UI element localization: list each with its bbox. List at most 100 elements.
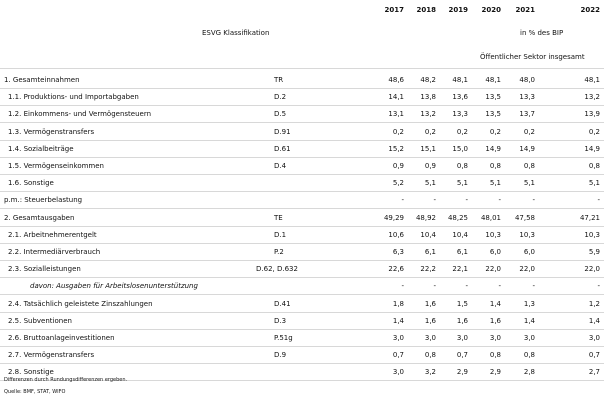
cell-value: 1,4 bbox=[392, 316, 404, 325]
cell-value: 0,7 bbox=[456, 351, 468, 360]
row-label: 1.3. Vermögenstransfers bbox=[8, 127, 95, 136]
cell-value: 1,3 bbox=[523, 299, 535, 308]
year-header: 2022 bbox=[580, 6, 600, 14]
row-code: D.9 bbox=[274, 351, 287, 360]
cell-value: - bbox=[401, 282, 404, 291]
cell-value: 1,6 bbox=[424, 316, 436, 325]
row-rule bbox=[0, 156, 604, 158]
row-rule bbox=[0, 191, 604, 193]
cell-value: 22,0 bbox=[584, 265, 600, 274]
cell-value: 5,1 bbox=[424, 179, 436, 188]
cell-value: 6,0 bbox=[489, 248, 501, 256]
cell-value: 10,4 bbox=[420, 230, 436, 239]
year-header: 2021 bbox=[515, 6, 535, 14]
cell-value: 10,3 bbox=[519, 230, 535, 239]
row-code: D.41 bbox=[274, 299, 291, 308]
cell-value: - bbox=[597, 196, 600, 205]
cell-value: - bbox=[498, 196, 501, 205]
row-label: 2.7. Vermögenstransfers bbox=[8, 351, 95, 360]
cell-value: 2,9 bbox=[489, 368, 501, 377]
row-label: davon: Ausgaben für Arbeitslosenunterstü… bbox=[30, 282, 198, 291]
cell-value: - bbox=[465, 282, 468, 291]
row-code: D.91 bbox=[274, 127, 291, 136]
year-header: 2019 bbox=[448, 6, 468, 14]
cell-value: 13,2 bbox=[584, 93, 600, 102]
cell-value: 0,2 bbox=[424, 127, 436, 136]
row-rule bbox=[0, 225, 604, 227]
row-rule bbox=[0, 328, 604, 330]
cell-value: 0,8 bbox=[523, 351, 535, 360]
cell-value: 48,1 bbox=[584, 76, 600, 84]
row-rule bbox=[0, 174, 604, 175]
footnote: Quelle: BMF, STAT, WIFO bbox=[4, 389, 66, 395]
cell-value: 14,9 bbox=[485, 144, 501, 153]
classification-header: ESVG Klassifikation bbox=[202, 29, 270, 37]
row-label: 2.3. Sozialleistungen bbox=[8, 265, 81, 274]
cell-value: 48,0 bbox=[519, 76, 535, 84]
cell-value: 48,1 bbox=[452, 76, 468, 84]
cell-value: 48,6 bbox=[388, 76, 404, 84]
cell-value: 2,8 bbox=[523, 368, 535, 377]
cell-value: 0,2 bbox=[489, 127, 501, 136]
row-rule bbox=[0, 242, 604, 244]
cell-value: 13,9 bbox=[584, 110, 600, 119]
cell-value: 13,2 bbox=[420, 110, 436, 119]
row-rule bbox=[0, 88, 604, 89]
cell-value: 5,1 bbox=[489, 179, 501, 188]
row-code: P.51g bbox=[274, 334, 293, 342]
cell-value: 0,8 bbox=[523, 162, 535, 170]
row-label: 2.4. Tatsächlich geleistete Zinszahlunge… bbox=[8, 299, 153, 308]
cell-value: 1,4 bbox=[588, 316, 600, 325]
row-code: P.2 bbox=[274, 248, 284, 256]
year-header: 2020 bbox=[481, 6, 501, 14]
row-code: TR bbox=[274, 76, 284, 84]
cell-value: 1,6 bbox=[456, 316, 468, 325]
cell-value: 2,9 bbox=[456, 368, 468, 377]
cell-value: 1,2 bbox=[588, 299, 600, 308]
row-label: 2. Gesamtausgaben bbox=[4, 213, 75, 222]
cell-value: 47,21 bbox=[579, 213, 600, 222]
header-rule bbox=[0, 68, 604, 69]
cell-value: 0,9 bbox=[424, 162, 436, 170]
cell-value: 1,6 bbox=[489, 316, 501, 325]
cell-value: - bbox=[401, 196, 404, 205]
cell-value: 5,1 bbox=[523, 179, 535, 188]
cell-value: 1,8 bbox=[392, 299, 404, 308]
row-rule bbox=[0, 363, 604, 365]
cell-value: 0,2 bbox=[456, 127, 468, 136]
cell-value: 5,2 bbox=[392, 179, 404, 188]
cell-value: 0,7 bbox=[588, 351, 600, 360]
row-label: 1.4. Sozialbeiträge bbox=[8, 144, 74, 153]
cell-value: - bbox=[433, 196, 436, 205]
row-rule bbox=[0, 122, 604, 124]
row-label: 2.8. Sonstige bbox=[8, 368, 54, 377]
row-label: 2.6. Bruttoanlageinvestitionen bbox=[8, 334, 115, 342]
cell-value: 5,9 bbox=[588, 248, 600, 256]
unit-header: in % des BIP bbox=[520, 29, 564, 37]
cell-value: 0,2 bbox=[588, 127, 600, 136]
cell-value: 6,1 bbox=[424, 248, 436, 256]
row-rule bbox=[0, 208, 604, 210]
cell-value: 14,9 bbox=[519, 144, 535, 153]
cell-value: 15,1 bbox=[420, 144, 436, 153]
cell-value: 6,3 bbox=[392, 248, 404, 256]
cell-value: 22,6 bbox=[388, 265, 404, 274]
cell-value: - bbox=[532, 282, 535, 291]
cell-value: 48,2 bbox=[420, 76, 436, 84]
cell-value: 15,2 bbox=[388, 144, 404, 153]
row-rule bbox=[0, 260, 604, 261]
cell-value: 3,0 bbox=[588, 334, 600, 342]
row-code: TE bbox=[274, 213, 283, 222]
cell-value: 3,0 bbox=[523, 334, 535, 342]
cell-value: 0,2 bbox=[392, 127, 404, 136]
cell-value: 13,7 bbox=[519, 110, 535, 119]
cell-value: 13,3 bbox=[519, 93, 535, 102]
cell-value: 22,2 bbox=[420, 265, 436, 274]
row-code: D.2 bbox=[274, 93, 287, 102]
row-label: 1.5. Vermögenseinkommen bbox=[8, 162, 104, 170]
cell-value: 10,4 bbox=[452, 230, 468, 239]
row-label: 1.2. Einkommens- und Vermögensteuern bbox=[8, 110, 152, 119]
row-code: D.61 bbox=[274, 144, 291, 153]
cell-value: 10,6 bbox=[388, 230, 404, 239]
